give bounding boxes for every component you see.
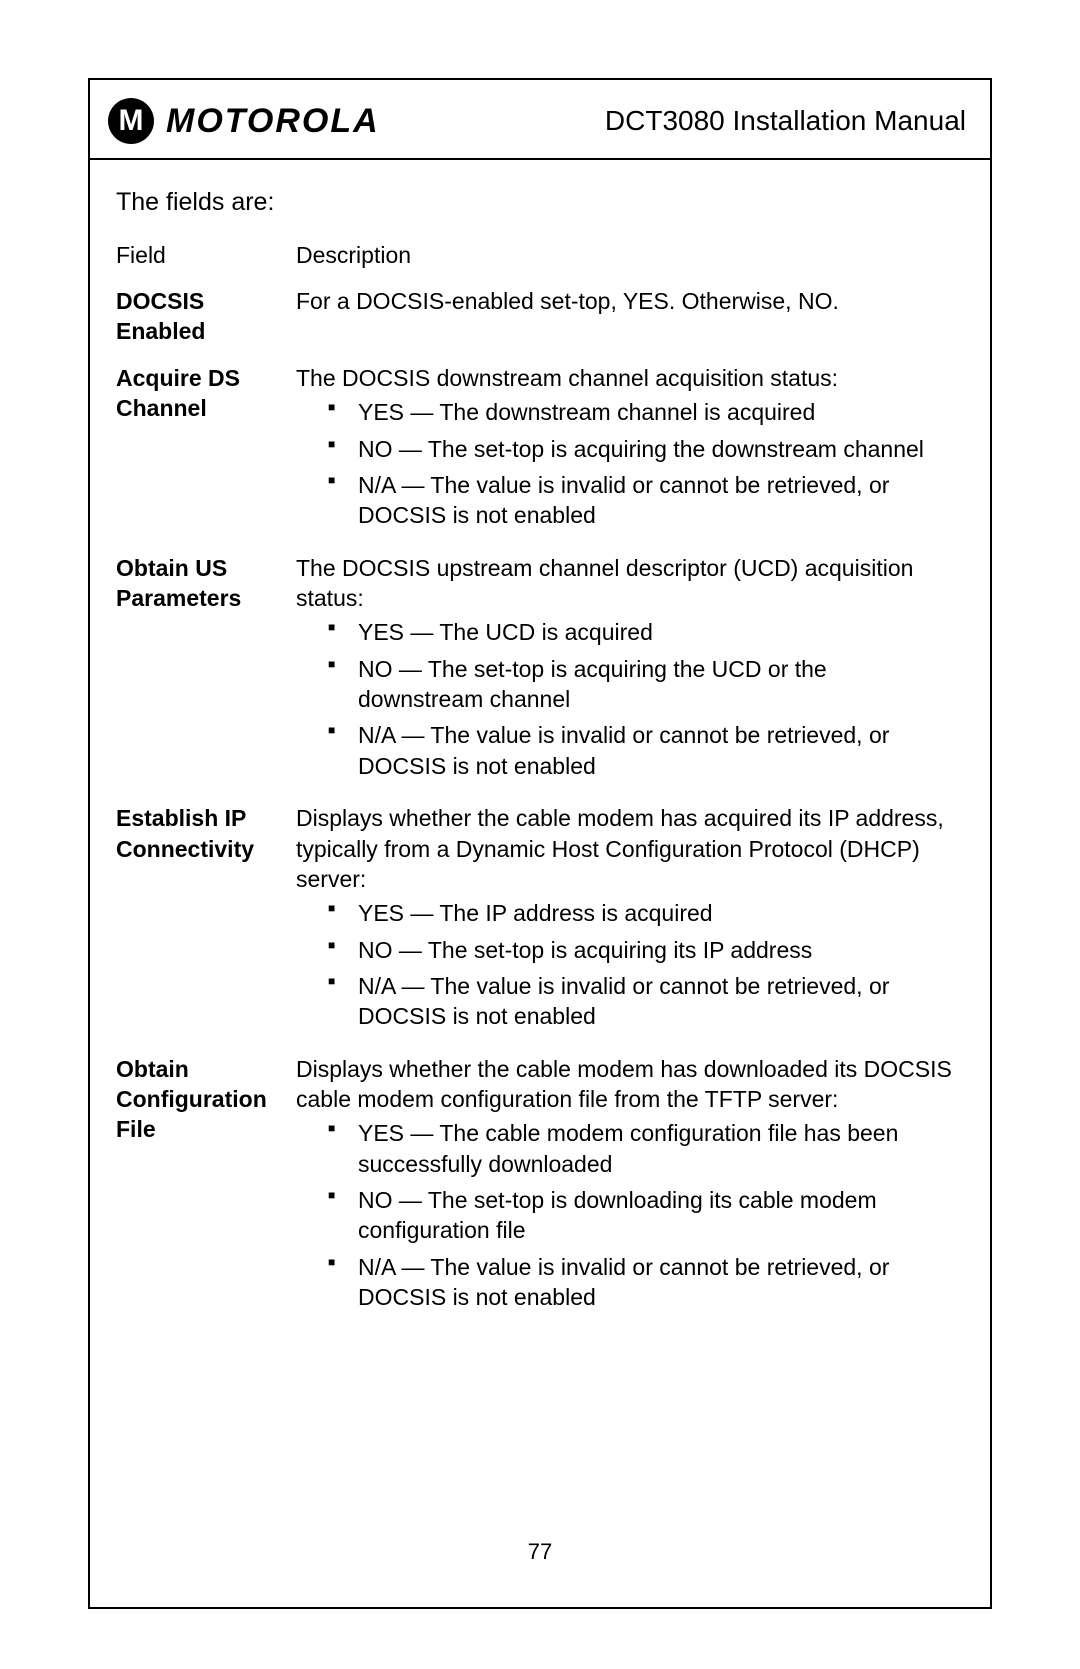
- col-header-description: Description: [296, 234, 962, 280]
- brand-name: MOTOROLA: [166, 102, 380, 141]
- page-content: The fields are: Field Description DOCSIS…: [90, 160, 990, 1329]
- bullet-list: YES — The UCD is acquired NO — The set-t…: [296, 617, 956, 781]
- field-name: DOCSIS Enabled: [116, 280, 296, 357]
- table-row: Obtain Configuration File Displays wheth…: [116, 1048, 962, 1329]
- bullet-item: NO — The set-top is downloading its cabl…: [328, 1185, 956, 1246]
- field-description: For a DOCSIS-enabled set-top, YES. Other…: [296, 280, 962, 357]
- fields-table: Field Description DOCSIS Enabled For a D…: [116, 234, 962, 1329]
- page-frame: M MOTOROLA DCT3080 Installation Manual T…: [88, 78, 992, 1609]
- table-row: Obtain US Parameters The DOCSIS upstream…: [116, 547, 962, 798]
- page-header: M MOTOROLA DCT3080 Installation Manual: [90, 80, 990, 160]
- bullet-item: NO — The set-top is acquiring its IP add…: [328, 935, 956, 965]
- intro-text: The fields are:: [116, 186, 962, 220]
- bullet-item: YES — The IP address is acquired: [328, 898, 956, 928]
- field-name: Establish IP Connectivity: [116, 797, 296, 1048]
- document-title: DCT3080 Installation Manual: [605, 105, 966, 137]
- table-header-row: Field Description: [116, 234, 962, 280]
- page-number: 77: [90, 1539, 990, 1565]
- field-description: Displays whether the cable modem has acq…: [296, 797, 962, 1048]
- bullet-item: N/A — The value is invalid or cannot be …: [328, 720, 956, 781]
- table-row: Establish IP Connectivity Displays wheth…: [116, 797, 962, 1048]
- bullet-list: YES — The cable modem configuration file…: [296, 1118, 956, 1312]
- bullet-list: YES — The downstream channel is acquired…: [296, 397, 956, 530]
- table-row: DOCSIS Enabled For a DOCSIS-enabled set-…: [116, 280, 962, 357]
- bullet-item: N/A — The value is invalid or cannot be …: [328, 1252, 956, 1313]
- desc-text: The DOCSIS downstream channel acquisitio…: [296, 365, 838, 391]
- bullet-item: N/A — The value is invalid or cannot be …: [328, 971, 956, 1032]
- field-name: Obtain Configuration File: [116, 1048, 296, 1329]
- field-description: The DOCSIS upstream channel descriptor (…: [296, 547, 962, 798]
- bullet-item: YES — The cable modem configuration file…: [328, 1118, 956, 1179]
- table-row: Acquire DS Channel The DOCSIS downstream…: [116, 357, 962, 547]
- logo-glyph: M: [119, 104, 144, 138]
- field-name: Obtain US Parameters: [116, 547, 296, 798]
- desc-text: Displays whether the cable modem has dow…: [296, 1056, 952, 1112]
- bullet-item: N/A — The value is invalid or cannot be …: [328, 470, 956, 531]
- field-name: Acquire DS Channel: [116, 357, 296, 547]
- col-header-field: Field: [116, 234, 296, 280]
- bullet-item: YES — The downstream channel is acquired: [328, 397, 956, 427]
- bullet-item: NO — The set-top is acquiring the downst…: [328, 434, 956, 464]
- bullet-item: NO — The set-top is acquiring the UCD or…: [328, 654, 956, 715]
- bullet-item: YES — The UCD is acquired: [328, 617, 956, 647]
- brand-block: M MOTOROLA: [108, 98, 380, 144]
- desc-text: For a DOCSIS-enabled set-top, YES. Other…: [296, 288, 839, 314]
- field-description: The DOCSIS downstream channel acquisitio…: [296, 357, 962, 547]
- field-description: Displays whether the cable modem has dow…: [296, 1048, 962, 1329]
- desc-text: The DOCSIS upstream channel descriptor (…: [296, 555, 913, 611]
- bullet-list: YES — The IP address is acquired NO — Th…: [296, 898, 956, 1031]
- page: M MOTOROLA DCT3080 Installation Manual T…: [0, 0, 1080, 1669]
- desc-text: Displays whether the cable modem has acq…: [296, 805, 944, 892]
- motorola-logo-icon: M: [108, 98, 154, 144]
